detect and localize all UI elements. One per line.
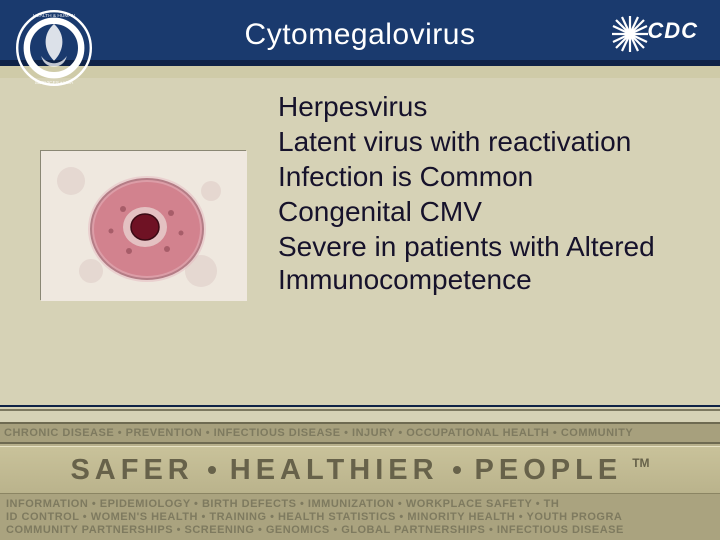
svg-text:HEALTH & HUMAN: HEALTH & HUMAN (33, 13, 76, 19)
svg-text:SERVICES • USA: SERVICES • USA (35, 80, 74, 86)
tagline-word: HEALTHIER (230, 454, 439, 487)
cmv-microscopy-image (40, 150, 246, 300)
footer-scroll-top: CHRONIC DISEASE • PREVENTION • INFECTIOU… (0, 422, 720, 444)
divider (0, 409, 720, 411)
tagline: SAFER HEALTHIER PEOPLE TM (70, 454, 649, 487)
hhs-logo: HEALTH & HUMAN SERVICES • USA (14, 8, 94, 88)
slide-root: Cytomegalovirus HEALTH & HUMAN SERVICES … (0, 0, 720, 540)
dot-icon (208, 466, 216, 474)
cdc-burst-icon (610, 14, 650, 54)
trademark: TM (632, 456, 649, 470)
list-item: Herpesvirus (278, 90, 688, 123)
dot-icon (453, 466, 461, 474)
scroll-text: COMMUNITY PARTNERSHIPS • SCREENING • GEN… (6, 524, 714, 536)
list-item: Congenital CMV (278, 195, 688, 228)
bullet-list: Herpesvirus Latent virus with reactivati… (278, 90, 688, 298)
footer-band: CHRONIC DISEASE • PREVENTION • INFECTIOU… (0, 422, 720, 540)
tagline-word: SAFER (70, 454, 193, 487)
scroll-text: CHRONIC DISEASE • PREVENTION • INFECTIOU… (4, 427, 633, 439)
tagline-bar: SAFER HEALTHIER PEOPLE TM (0, 446, 720, 494)
scroll-text: ID CONTROL • WOMEN'S HEALTH • TRAINING •… (6, 511, 714, 523)
list-item: Latent virus with reactivation (278, 125, 688, 158)
slide-title: Cytomegalovirus (140, 18, 580, 52)
list-item: Severe in patients with Altered Immunoco… (278, 230, 688, 296)
footer-scroll-bottom: INFORMATION • EPIDEMIOLOGY • BIRTH DEFEC… (0, 494, 720, 540)
scroll-text: INFORMATION • EPIDEMIOLOGY • BIRTH DEFEC… (6, 498, 714, 510)
cdc-text: CDC (647, 18, 698, 44)
tagline-word: PEOPLE (475, 454, 623, 487)
cdc-logo: CDC (608, 10, 702, 58)
divider (0, 405, 720, 407)
list-item: Infection is Common (278, 160, 688, 193)
